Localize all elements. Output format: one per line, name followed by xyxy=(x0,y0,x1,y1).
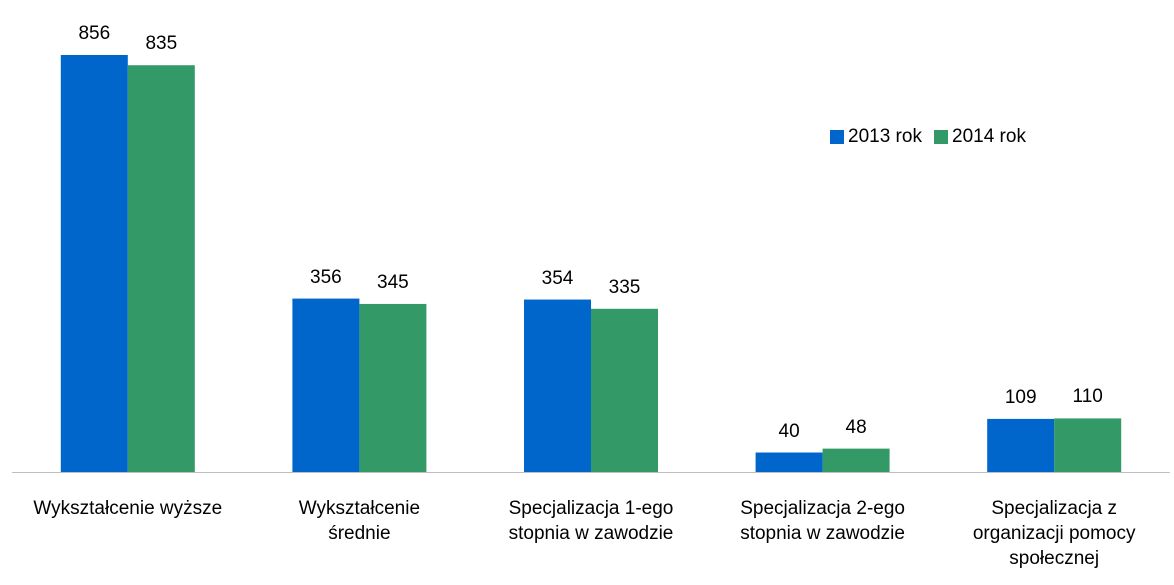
value-label: 354 xyxy=(541,267,574,289)
value-label: 109 xyxy=(1004,386,1037,408)
legend-label: 2014 rok xyxy=(952,126,1026,147)
bar xyxy=(1054,418,1122,472)
legend-entry: 2014 rok xyxy=(934,126,1026,148)
bar xyxy=(822,448,890,472)
value-label: 335 xyxy=(608,276,641,298)
bar xyxy=(60,55,128,472)
bar xyxy=(591,308,658,472)
value-label: 835 xyxy=(145,33,178,55)
x-tick-label: Specjalizacja 1-ego stopnia w zawodzie xyxy=(508,498,674,544)
x-tick-label: Wykształcenie wyższe xyxy=(33,498,223,519)
value-label: 48 xyxy=(845,416,867,438)
value-label: 110 xyxy=(1072,386,1103,408)
bar xyxy=(359,303,427,472)
legend-entry: 2013 rok xyxy=(830,126,922,148)
bar xyxy=(524,299,591,472)
bar xyxy=(127,65,195,473)
legend-label: 2013 rok xyxy=(848,126,922,147)
x-tick-label: Specjalizacja z organizacji pomocy społe… xyxy=(972,498,1136,569)
legend-swatch xyxy=(934,130,948,144)
value-label: 40 xyxy=(778,420,800,442)
bar xyxy=(987,418,1055,472)
legend-swatch xyxy=(830,130,844,144)
value-label: 356 xyxy=(310,266,342,288)
x-tick-label: Specjalizacja 2-ego stopnia w zawodzie xyxy=(740,498,905,544)
bar xyxy=(292,298,360,472)
bar xyxy=(755,452,823,472)
x-tick-label: Wykształcenie średnie xyxy=(298,498,421,544)
value-label: 856 xyxy=(78,23,111,44)
value-label: 345 xyxy=(377,271,409,293)
